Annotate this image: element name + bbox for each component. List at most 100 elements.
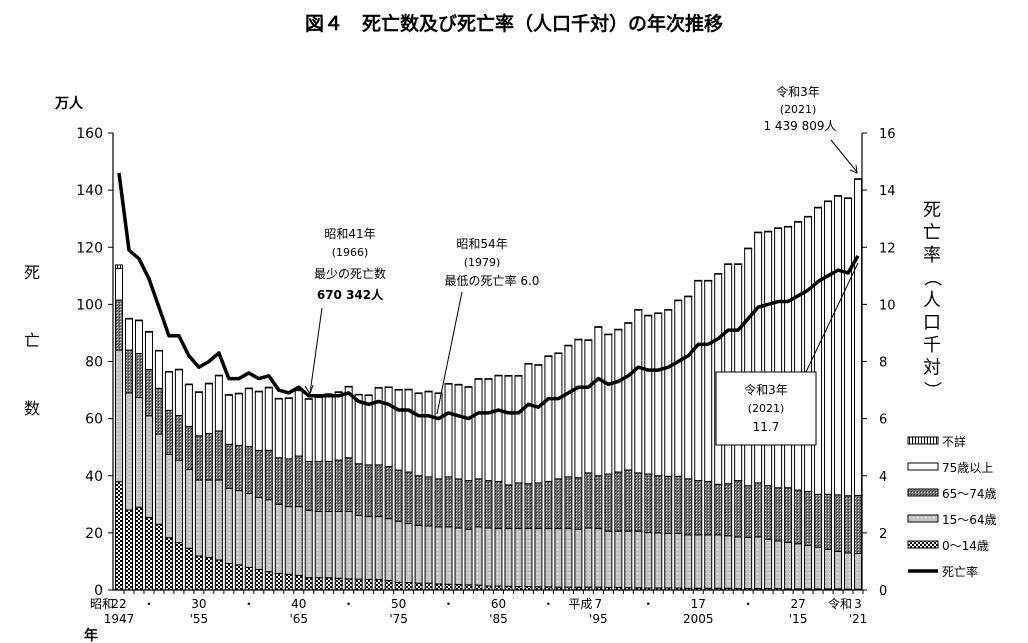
bar-segment-age-0-14 xyxy=(374,578,383,591)
legend-label: 15〜64歳 xyxy=(942,513,997,527)
bar-segment-age-75-plus xyxy=(274,398,283,459)
bar-segment-unknown xyxy=(204,382,213,385)
bar-segment-age-15-64 xyxy=(794,543,803,590)
bar-1985 xyxy=(494,374,503,591)
bar-segment-age-15-64 xyxy=(544,528,553,588)
bar-segment-age-75-plus xyxy=(564,345,573,478)
bar-segment-age-65-74 xyxy=(534,482,543,530)
bar-segment-unknown xyxy=(454,383,463,386)
bar-segment-age-65-74 xyxy=(554,478,563,530)
bar-segment-unknown xyxy=(274,397,283,400)
bar-segment-unknown xyxy=(184,383,193,386)
bar-segment-unknown xyxy=(684,295,693,298)
bar-segment-age-75-plus xyxy=(254,391,263,451)
bar-segment-age-15-64 xyxy=(644,532,653,589)
bar-segment-age-65-74 xyxy=(844,495,853,554)
bar-1955 xyxy=(194,391,203,591)
bar-segment-unknown xyxy=(734,263,743,265)
x-tick-label: ・ xyxy=(742,597,754,611)
bar-segment-age-75-plus xyxy=(115,267,123,301)
bar-segment-age-15-64 xyxy=(184,468,193,549)
left-tick-label: 100 xyxy=(76,297,103,313)
left-tick-label: 140 xyxy=(76,183,103,199)
bar-1954 xyxy=(184,383,193,591)
svg-text:(2021): (2021) xyxy=(748,402,785,415)
bar-1998 xyxy=(624,322,633,591)
x-tick-label-year: '85 xyxy=(489,612,508,626)
bar-1958 xyxy=(224,394,233,591)
bar-segment-unknown xyxy=(244,387,253,390)
svg-text:11.7: 11.7 xyxy=(753,420,780,434)
bar-segment-unknown xyxy=(354,393,363,396)
bar-segment-age-75-plus xyxy=(374,387,383,466)
bar-segment-age-65-74 xyxy=(804,490,813,546)
bar-segment-age-65-74 xyxy=(654,475,663,534)
left-tick-label: 0 xyxy=(94,583,103,599)
right-tick-label: 6 xyxy=(879,413,887,428)
bar-segment-age-65-74 xyxy=(364,464,373,518)
bar-1951 xyxy=(154,349,163,591)
bar-segment-unknown xyxy=(564,344,573,347)
bar-1994 xyxy=(584,339,593,591)
left-tick-label: 120 xyxy=(76,240,103,256)
bar-segment-age-15-64 xyxy=(124,392,133,511)
bar-segment-age-65-74 xyxy=(714,483,723,536)
bar-segment-age-15-64 xyxy=(474,526,483,586)
bar-segment-age-0-14 xyxy=(264,571,273,591)
svg-text:（: （ xyxy=(921,269,942,287)
bar-segment-age-65-74 xyxy=(484,480,493,529)
right-tick-label: 4 xyxy=(879,470,887,485)
x-tick-label: 7 xyxy=(595,597,603,611)
svg-text:）: ） xyxy=(921,381,942,399)
bar-segment-age-0-14 xyxy=(144,516,153,591)
bar-segment-age-75-plus xyxy=(834,195,843,496)
bar-segment-age-0-14 xyxy=(464,584,473,591)
bar-2000 xyxy=(644,314,653,591)
bar-segment-unknown xyxy=(424,390,433,393)
legend-label: 75歳以上 xyxy=(942,461,993,475)
bar-segment-age-0-14 xyxy=(314,577,323,591)
svg-text:1 439 809人: 1 439 809人 xyxy=(763,119,836,133)
bar-segment-age-65-74 xyxy=(574,477,583,530)
bar-segment-age-15-64 xyxy=(414,524,423,584)
bar-segment-age-65-74 xyxy=(404,471,413,524)
bar-segment-age-75-plus xyxy=(844,197,853,497)
bar-segment-age-15-64 xyxy=(284,506,293,575)
x-era-label: 昭和 xyxy=(90,597,114,611)
svg-text:令和3年: 令和3年 xyxy=(744,382,788,397)
bar-segment-unknown xyxy=(404,388,413,391)
bar-segment-age-65-74 xyxy=(514,482,523,530)
bar-segment-age-0-14 xyxy=(364,578,373,591)
bar-segment-age-65-74 xyxy=(834,494,843,552)
bar-segment-unknown xyxy=(344,385,353,388)
bar-segment-unknown xyxy=(594,326,603,328)
bar-segment-age-75-plus xyxy=(264,387,273,451)
bar-segment-unknown xyxy=(714,273,723,275)
x-tick-label-year: '95 xyxy=(589,612,608,626)
bar-2020 xyxy=(844,197,853,591)
bar-segment-age-0-14 xyxy=(254,568,263,591)
bar-1980 xyxy=(444,382,453,591)
bar-segment-age-0-14 xyxy=(274,572,283,591)
bar-segment-age-65-74 xyxy=(754,482,763,538)
bar-1950 xyxy=(144,331,153,591)
bar-segment-age-15-64 xyxy=(364,516,373,580)
bar-1952 xyxy=(164,370,173,591)
bar-segment-age-15-64 xyxy=(564,528,573,588)
legend-swatch xyxy=(907,514,939,523)
bar-segment-age-65-74 xyxy=(394,469,403,522)
left-axis-label: 死亡数 xyxy=(24,263,40,418)
bar-segment-unknown xyxy=(614,328,623,331)
bar-segment-unknown xyxy=(115,264,123,269)
bar-segment-age-65-74 xyxy=(154,387,163,435)
bar-1949 xyxy=(134,319,143,591)
legend-swatch xyxy=(907,540,939,549)
bar-segment-age-15-64 xyxy=(264,499,273,573)
bar-segment-age-15-64 xyxy=(144,415,153,518)
left-tick-label: 60 xyxy=(85,412,103,428)
bar-segment-age-75-plus xyxy=(774,227,783,489)
bar-segment-age-65-74 xyxy=(814,493,823,548)
bar-segment-age-75-plus xyxy=(484,378,493,482)
bar-segment-unknown xyxy=(854,178,862,180)
bar-2015 xyxy=(794,221,803,591)
